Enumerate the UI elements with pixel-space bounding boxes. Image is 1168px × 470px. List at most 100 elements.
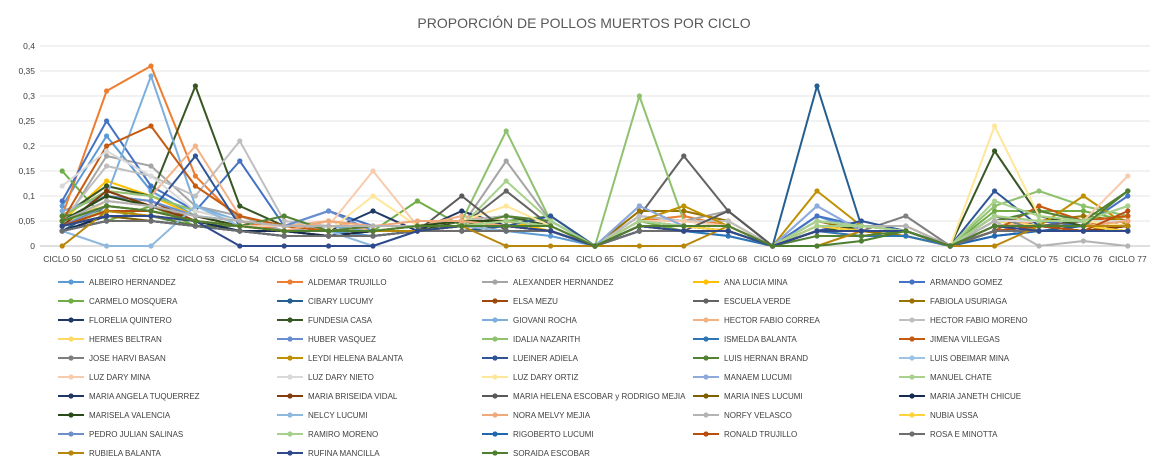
data-point xyxy=(1080,203,1086,209)
data-point xyxy=(59,213,65,219)
data-point xyxy=(592,243,598,249)
data-point xyxy=(104,163,110,169)
legend-item: JIMENA VILLEGAS xyxy=(899,335,1000,344)
data-point xyxy=(104,208,110,214)
legend-item: ALEXANDER HERNANDEZ xyxy=(482,278,614,287)
legend-item: LUZ DARY ORTIZ xyxy=(482,373,578,382)
legend-item: MARIA HELENA ESCOBAR y RODRIGO MEJIA xyxy=(482,392,686,401)
legend-label: MANUEL CHATE xyxy=(930,373,992,382)
data-point xyxy=(992,198,998,204)
legend-item: SORAIDA ESCOBAR xyxy=(482,449,590,458)
legend-item: ELSA MEZU xyxy=(482,297,558,306)
x-tick-label: CICLO 66 xyxy=(621,254,659,264)
data-point xyxy=(1036,228,1042,234)
data-point xyxy=(814,213,820,219)
x-tick-label: CICLO 60 xyxy=(354,254,392,264)
x-tick-label: CICLO 62 xyxy=(443,254,481,264)
data-point xyxy=(681,228,687,234)
data-point xyxy=(681,218,687,224)
data-point xyxy=(59,218,65,224)
data-point xyxy=(148,213,154,219)
data-point xyxy=(1125,223,1131,229)
data-point xyxy=(725,218,731,224)
data-point xyxy=(370,208,376,214)
legend-item: ISMELDA BALANTA xyxy=(693,335,797,344)
data-point xyxy=(326,218,332,224)
data-point xyxy=(503,213,509,219)
legend-label: HECTOR FABIO MORENO xyxy=(930,316,1028,325)
x-tick-label: CICLO 51 xyxy=(88,254,126,264)
data-point xyxy=(148,208,154,214)
data-point xyxy=(548,213,554,219)
data-point xyxy=(370,233,376,239)
legend-label: SORAIDA ESCOBAR xyxy=(513,449,590,458)
legend-label: ISMELDA BALANTA xyxy=(724,335,797,344)
data-point xyxy=(814,218,820,224)
x-tick-label: CICLO 77 xyxy=(1109,254,1147,264)
legend-swatch-marker xyxy=(287,336,293,342)
legend-label: MARIA ANGELA TUQUERREZ xyxy=(89,392,200,401)
legend-swatch-marker xyxy=(909,279,915,285)
data-point xyxy=(237,243,243,249)
data-point xyxy=(1036,223,1042,229)
legend-swatch-marker xyxy=(909,374,915,380)
data-point xyxy=(1036,188,1042,194)
data-point xyxy=(237,158,243,164)
data-point xyxy=(636,243,643,249)
data-point xyxy=(104,203,110,209)
legend-swatch-marker xyxy=(68,298,74,304)
data-point xyxy=(903,213,909,219)
data-point xyxy=(104,133,110,139)
data-point xyxy=(237,223,243,229)
data-point xyxy=(770,243,776,249)
legend-item: NELCY LUCUMI xyxy=(277,411,367,420)
data-point xyxy=(237,228,243,234)
legend-label: NORA MELVY MEJIA xyxy=(513,411,591,420)
legend-item: HECTOR FABIO MORENO xyxy=(899,316,1028,325)
data-point xyxy=(370,223,376,229)
data-point xyxy=(725,233,731,239)
legend-label: FABIOLA USURIAGA xyxy=(930,297,1008,306)
data-point xyxy=(237,213,243,219)
data-point xyxy=(725,228,731,234)
legend-label: LUIS HERNAN BRAND xyxy=(724,354,808,363)
x-tick-label: CICLO 61 xyxy=(399,254,437,264)
data-point xyxy=(192,208,198,214)
legend-swatch-marker xyxy=(492,450,498,456)
legend-swatch-marker xyxy=(287,450,293,456)
data-point xyxy=(681,243,687,249)
data-point xyxy=(636,203,643,209)
data-point xyxy=(104,183,110,189)
y-tick-label: 0,4 xyxy=(23,41,35,51)
legend-item: MARIA INES LUCUMI xyxy=(693,392,803,401)
data-point xyxy=(1080,193,1086,199)
data-point xyxy=(459,218,465,224)
data-point xyxy=(148,73,154,79)
data-point xyxy=(59,228,65,234)
legend-swatch-marker xyxy=(492,336,498,342)
legend-swatch-marker xyxy=(287,317,293,323)
data-point xyxy=(192,143,198,149)
y-tick-label: 0,25 xyxy=(18,116,35,126)
x-tick-label: CICLO 72 xyxy=(887,254,925,264)
data-point xyxy=(1125,213,1131,219)
data-point xyxy=(148,243,154,249)
legend-label: IDALIA NAZARITH xyxy=(513,335,580,344)
legend-swatch-marker xyxy=(703,374,709,380)
data-point xyxy=(370,193,376,199)
data-point xyxy=(814,228,820,234)
gridlines xyxy=(40,45,1150,247)
data-point xyxy=(104,118,110,124)
data-point xyxy=(192,218,198,224)
legend-swatch-marker xyxy=(703,412,709,418)
data-point xyxy=(992,233,998,239)
legend-item: RAMIRO MORENO xyxy=(277,430,378,439)
data-point xyxy=(1125,243,1131,249)
legend-item: ARMANDO GOMEZ xyxy=(899,278,1003,287)
data-point xyxy=(636,93,643,99)
data-point xyxy=(858,233,865,239)
legend-label: ESCUELA VERDE xyxy=(724,297,791,306)
legend-swatch-marker xyxy=(287,279,293,285)
legend-swatch-marker xyxy=(703,393,709,399)
data-point xyxy=(814,83,820,89)
